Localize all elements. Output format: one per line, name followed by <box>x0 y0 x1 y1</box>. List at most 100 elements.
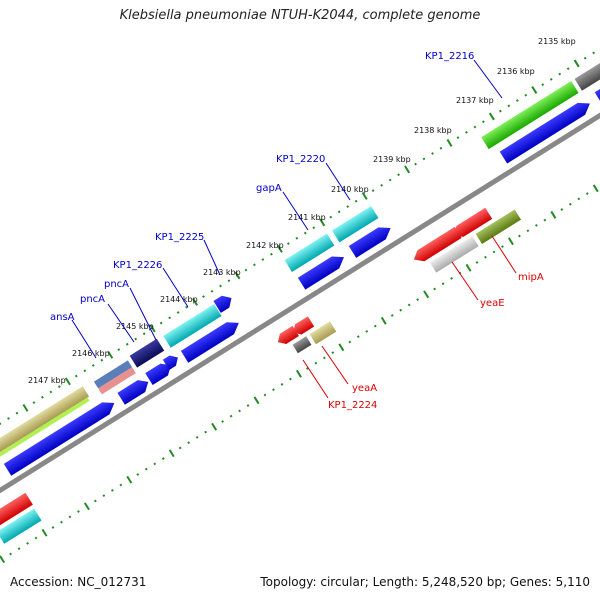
gene-arrow-reverse <box>0 492 33 529</box>
minor-tick <box>329 215 333 219</box>
minor-tick <box>15 411 19 415</box>
minor-tick <box>346 205 350 208</box>
minor-tick <box>142 332 146 336</box>
gene-label-ansa[interactable]: ansA <box>50 312 75 323</box>
gene-label-kp1-2224[interactable]: KP1_2224 <box>328 400 377 411</box>
gene-arrow <box>297 256 344 290</box>
minor-tick <box>507 104 511 108</box>
gene-label-kp1-2226[interactable]: KP1_2226 <box>113 260 162 271</box>
minor-tick <box>227 279 231 283</box>
minor-tick <box>100 358 104 362</box>
gene-arrow-reverse <box>277 325 299 344</box>
minor-tick <box>221 420 224 423</box>
minor-tick <box>195 435 199 439</box>
minor-tick <box>543 218 547 222</box>
minor-tick <box>125 342 129 346</box>
minor-tick <box>246 404 250 407</box>
leader-line <box>282 191 309 231</box>
minor-tick <box>380 183 384 187</box>
gene-block <box>475 209 522 245</box>
minor-tick <box>303 231 307 235</box>
minor-tick <box>238 409 241 413</box>
major-tick <box>338 343 345 352</box>
minor-tick <box>286 242 290 245</box>
gene-label-yeae[interactable]: yeaE <box>480 298 505 309</box>
gene-block <box>292 336 312 354</box>
genome-summary-text: Topology: circular; Length: 5,248,520 bp… <box>260 575 590 589</box>
minor-tick <box>168 316 171 320</box>
leader-line <box>451 261 479 301</box>
gene-arrow <box>348 227 391 258</box>
tick-label: 2137 kbp <box>456 96 494 105</box>
minor-tick <box>365 330 369 333</box>
minor-tick <box>568 202 572 206</box>
gene-label-kp1-2225[interactable]: KP1_2225 <box>155 232 204 243</box>
minor-tick <box>9 552 12 556</box>
gene-arrow-reverse <box>452 207 493 237</box>
minor-tick <box>441 282 445 286</box>
gene-block <box>284 233 335 273</box>
gene-block <box>0 386 90 455</box>
minor-tick <box>34 536 38 540</box>
minor-tick <box>159 321 163 325</box>
tick-label: 2135 kbp <box>538 37 576 46</box>
tick-label: 2147 kbp <box>28 376 66 385</box>
major-tick <box>361 191 368 200</box>
minor-tick <box>322 356 326 360</box>
minor-tick <box>60 520 63 524</box>
minor-tick <box>49 390 53 394</box>
gene-label-mipa[interactable]: mipA <box>518 272 544 283</box>
minor-tick <box>484 255 487 259</box>
minor-tick <box>482 120 485 124</box>
minor-tick <box>492 250 496 254</box>
minor-tick <box>7 417 10 420</box>
tick-label: 2145 kbp <box>116 322 154 331</box>
major-tick <box>380 316 387 325</box>
gene-label-kp1-2216[interactable]: KP1_2216 <box>425 51 474 62</box>
minor-tick <box>390 314 394 317</box>
minor-tick <box>295 236 299 240</box>
minor-tick <box>501 245 504 248</box>
tick-label: 2141 kbp <box>288 213 326 222</box>
minor-tick <box>144 467 148 471</box>
major-tick <box>423 290 430 299</box>
major-tick <box>488 112 495 121</box>
minor-tick <box>91 364 95 367</box>
minor-tick <box>210 289 214 293</box>
major-tick <box>126 475 133 484</box>
major-tick <box>295 369 302 378</box>
map-title: Klebsiella pneumoniae NTUH-K2044, comple… <box>119 8 481 23</box>
tick-label: 2139 kbp <box>373 155 411 164</box>
minor-tick <box>414 162 417 166</box>
minor-tick <box>26 541 29 545</box>
gene-label-pnca[interactable]: pncA <box>104 279 129 290</box>
leader-line <box>325 162 351 201</box>
minor-tick <box>399 308 403 312</box>
minor-tick <box>74 374 78 378</box>
minor-tick <box>473 125 477 129</box>
gene-label-yeaa[interactable]: yeaA <box>352 383 377 394</box>
minor-tick <box>465 130 468 134</box>
gene-block <box>574 36 600 91</box>
major-tick <box>41 528 48 537</box>
major-tick <box>192 297 199 306</box>
gene-label-gapa[interactable]: gapA <box>256 183 282 194</box>
kbp-scale-labels: 2135 kbp 2136 kbp 2137 kbp 2138 kbp 2139… <box>28 37 576 385</box>
major-tick <box>22 403 29 412</box>
minor-tick <box>94 499 97 503</box>
minor-tick <box>524 93 528 97</box>
gene-arrow <box>213 295 232 313</box>
major-tick <box>0 555 6 564</box>
minor-tick <box>204 430 208 434</box>
gene-label-kp1-2220[interactable]: KP1_2220 <box>276 154 325 165</box>
minor-tick <box>583 56 587 60</box>
minor-tick <box>515 99 519 102</box>
minor-tick <box>253 263 256 267</box>
gene-arrow-reverse <box>293 316 315 335</box>
minor-tick <box>560 208 564 211</box>
minor-tick <box>119 483 123 487</box>
gene-label-pnca[interactable]: pncA <box>80 294 105 305</box>
minor-tick <box>348 340 352 344</box>
major-tick <box>107 350 114 359</box>
